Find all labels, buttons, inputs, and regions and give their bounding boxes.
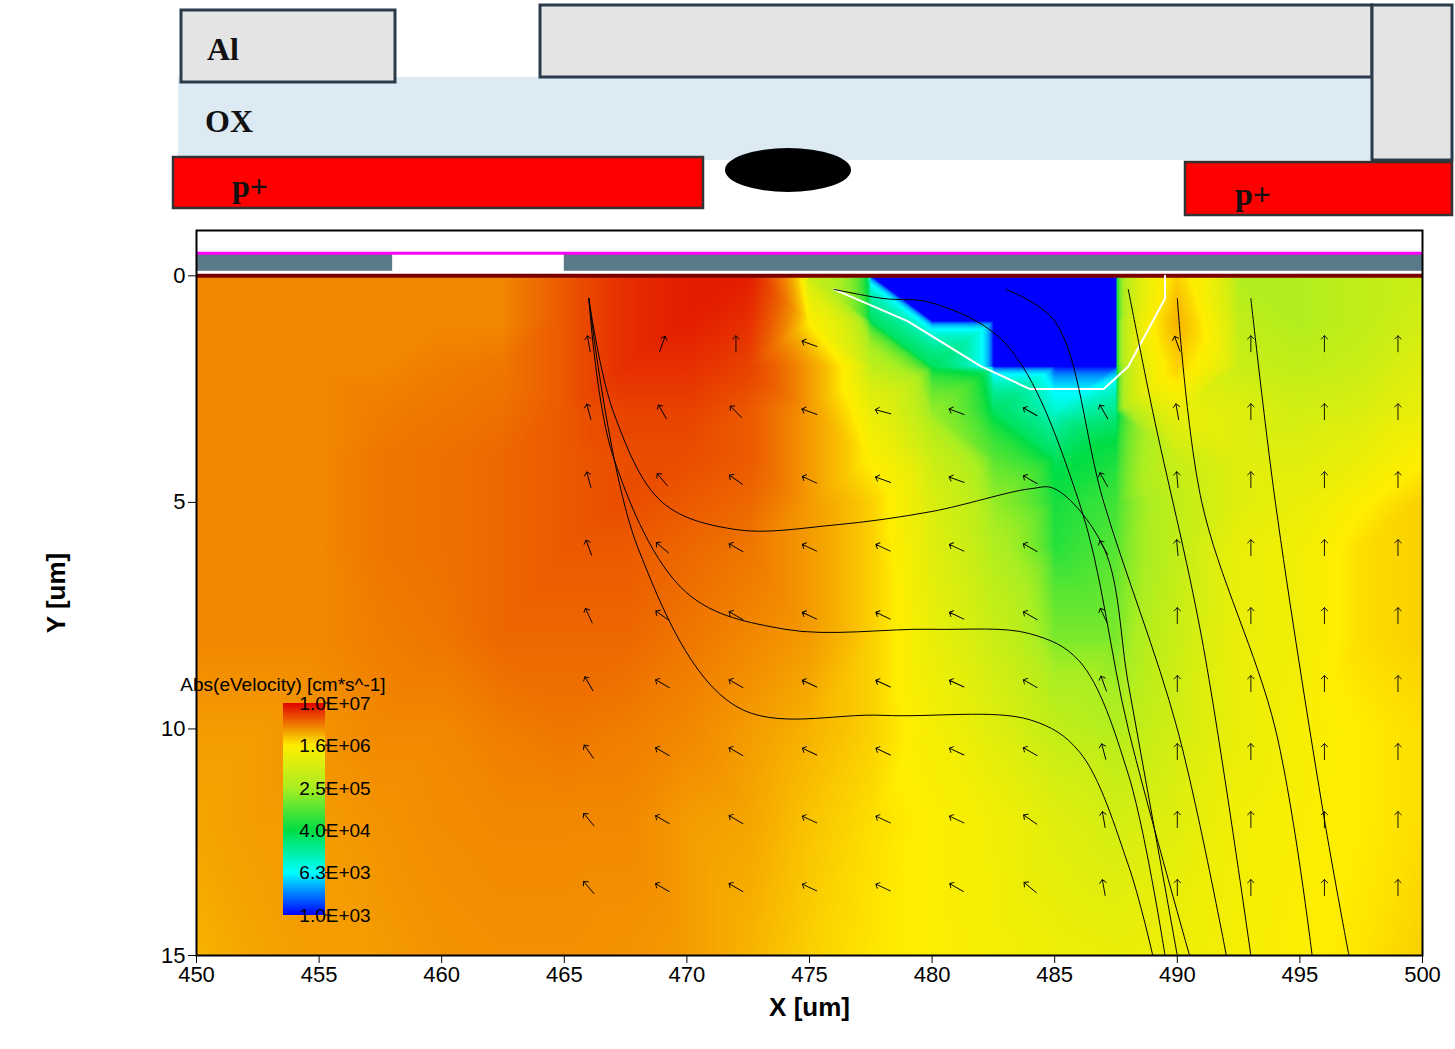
svg-text:2.5E+05: 2.5E+05: [299, 778, 370, 799]
svg-text:485: 485: [1036, 962, 1073, 987]
svg-text:450: 450: [178, 962, 215, 987]
svg-text:Abs(eVelocity) [cm*s^-1]: Abs(eVelocity) [cm*s^-1]: [180, 674, 386, 695]
svg-text:475: 475: [791, 962, 828, 987]
svg-text:0: 0: [173, 263, 185, 288]
svg-text:465: 465: [546, 962, 583, 987]
svg-text:460: 460: [423, 962, 460, 987]
svg-text:X [um]: X [um]: [769, 992, 850, 1022]
svg-text:p+: p+: [1235, 176, 1271, 212]
svg-text:4.0E+04: 4.0E+04: [299, 820, 371, 841]
svg-text:500: 500: [1404, 962, 1441, 987]
svg-text:10: 10: [161, 716, 185, 741]
svg-text:470: 470: [669, 962, 706, 987]
svg-text:Al: Al: [207, 31, 239, 67]
svg-text:1.0E+07: 1.0E+07: [299, 693, 370, 714]
svg-text:6.3E+03: 6.3E+03: [299, 862, 370, 883]
svg-text:455: 455: [301, 962, 338, 987]
svg-text:OX: OX: [205, 103, 253, 139]
svg-text:p+: p+: [232, 168, 268, 204]
svg-text:Y [um]: Y [um]: [41, 553, 71, 633]
svg-text:5: 5: [173, 489, 185, 514]
svg-text:480: 480: [914, 962, 951, 987]
svg-text:490: 490: [1159, 962, 1196, 987]
svg-text:1.0E+03: 1.0E+03: [299, 905, 370, 926]
svg-text:15: 15: [161, 942, 186, 968]
svg-text:1.6E+06: 1.6E+06: [299, 735, 370, 756]
svg-text:495: 495: [1282, 962, 1319, 987]
